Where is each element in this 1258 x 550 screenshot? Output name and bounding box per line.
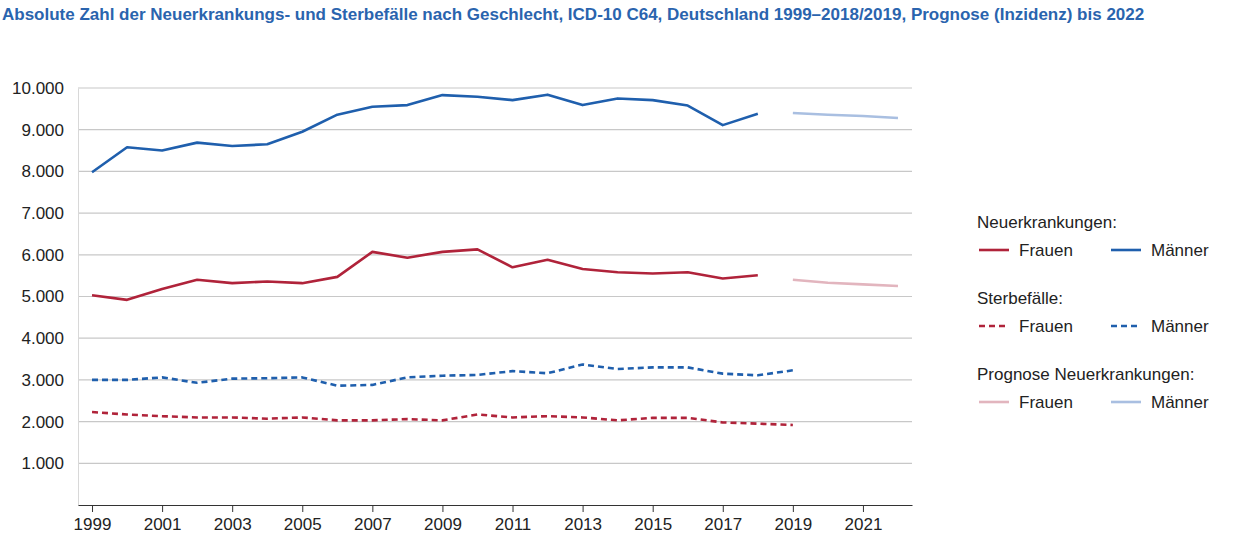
grid-line <box>78 421 912 422</box>
x-tick-label: 1999 <box>74 515 112 534</box>
y-tick: 5.000 <box>21 287 78 306</box>
grid <box>78 88 912 463</box>
x-tick-mark <box>793 505 794 512</box>
x-tick-mark <box>302 505 303 512</box>
x-tick: 2005 <box>284 505 322 534</box>
x-tick: 1999 <box>74 505 112 534</box>
y-axis-line <box>78 89 79 506</box>
x-tick-mark <box>442 505 443 512</box>
legend-label: Männer <box>1151 393 1209 412</box>
series-line <box>92 95 758 173</box>
x-tick: 2003 <box>214 505 252 534</box>
y-tick: 9.000 <box>21 121 78 140</box>
x-tick-mark <box>583 505 584 512</box>
grid-line <box>78 254 912 255</box>
y-tick: 2.000 <box>21 413 78 432</box>
legend: Neuerkrankungen: Frauen Männer Sterbefälle:… <box>977 213 1209 412</box>
x-tick: 2021 <box>845 505 883 534</box>
y-tick-label: 10.000 <box>12 79 64 98</box>
y-tick-label: 2.000 <box>21 413 64 432</box>
chart: Absolute Zahl der Neuerkrankungs- und St… <box>0 0 1258 550</box>
y-tick: 10.000 <box>12 79 78 98</box>
legend-group-title: Prognose Neuerkrankungen: <box>977 365 1194 384</box>
x-tick-label: 2007 <box>354 515 392 534</box>
legend-swatch <box>979 401 1009 404</box>
x-tick-label: 2001 <box>144 515 182 534</box>
grid-line <box>78 379 912 380</box>
x-tick-label: 2005 <box>284 515 322 534</box>
x-axis-line <box>79 505 913 506</box>
series-line <box>793 113 898 118</box>
x-tick-label: 2011 <box>495 515 532 534</box>
x-tick: 2019 <box>774 505 812 534</box>
grid-line <box>78 129 912 130</box>
y-tick-label: 4.000 <box>21 329 64 348</box>
y-tick: 1.000 <box>21 454 78 473</box>
series-line <box>92 364 793 385</box>
x-tick: 2001 <box>144 505 182 534</box>
grid-line <box>78 213 912 214</box>
x-tick: 2009 <box>424 505 462 534</box>
grid-line <box>78 338 912 339</box>
y-tick: 3.000 <box>21 371 78 390</box>
x-tick-mark <box>863 505 864 512</box>
legend-label: Frauen <box>1019 393 1073 412</box>
y-tick: 8.000 <box>21 162 78 181</box>
series-line <box>92 412 793 425</box>
y-tick-label: 8.000 <box>21 162 64 181</box>
x-tick-label: 2013 <box>564 515 602 534</box>
x-tick-label: 2003 <box>214 515 252 534</box>
legend-swatch <box>979 325 1009 328</box>
x-tick-label: 2015 <box>634 515 672 534</box>
legend-swatch <box>1111 249 1141 252</box>
y-tick: 4.000 <box>21 329 78 348</box>
legend-swatch <box>979 249 1009 252</box>
x-tick: 2007 <box>354 505 392 534</box>
grid-line <box>78 296 912 297</box>
y-tick: 7.000 <box>21 204 78 223</box>
y-tick-label: 1.000 <box>21 454 64 473</box>
legend-label: Männer <box>1151 317 1209 336</box>
x-axis: 1999 2001 2003 2005 2007 2009 2011 2013 2015 2017… <box>74 505 913 534</box>
y-tick-label: 9.000 <box>21 121 64 140</box>
x-tick-mark <box>92 505 93 512</box>
y-axis: 1.000 2.000 3.000 4.000 5.000 6.000 7.000 8.000… <box>12 79 79 506</box>
x-tick-label: 2021 <box>845 515 883 534</box>
legend-swatch <box>1111 401 1141 404</box>
x-tick-mark <box>162 505 163 512</box>
legend-label: Frauen <box>1019 241 1073 260</box>
lines <box>92 95 898 425</box>
y-tick-label: 3.000 <box>21 371 64 390</box>
y-tick-label: 6.000 <box>21 246 64 265</box>
title: Absolute Zahl der Neuerkrankungs- und St… <box>2 5 1144 24</box>
y-tick-label: 7.000 <box>21 204 64 223</box>
x-tick-mark <box>513 505 514 512</box>
legend-label: Frauen <box>1019 317 1073 336</box>
x-tick: 2017 <box>704 505 742 534</box>
x-tick: 2015 <box>634 505 672 534</box>
x-tick-mark <box>653 505 654 512</box>
x-tick-label: 2009 <box>424 515 462 534</box>
x-tick-mark <box>372 505 373 512</box>
legend-group-title: Sterbefälle: <box>977 289 1063 308</box>
x-tick: 2013 <box>564 505 602 534</box>
series-line <box>793 280 898 286</box>
x-tick-mark <box>723 505 724 512</box>
grid-line <box>78 463 912 464</box>
x-tick-label: 2017 <box>704 515 742 534</box>
grid-line <box>78 87 912 88</box>
legend-group-title: Neuerkrankungen: <box>977 213 1117 232</box>
y-tick-label: 5.000 <box>21 287 64 306</box>
legend-label: Männer <box>1151 241 1209 260</box>
legend-swatch <box>1111 325 1141 328</box>
series-line <box>92 249 758 299</box>
grid-line <box>78 171 912 172</box>
x-tick: 2011 <box>495 505 532 534</box>
x-tick-label: 2019 <box>774 515 812 534</box>
y-tick: 6.000 <box>21 246 78 265</box>
x-tick-mark <box>232 505 233 512</box>
